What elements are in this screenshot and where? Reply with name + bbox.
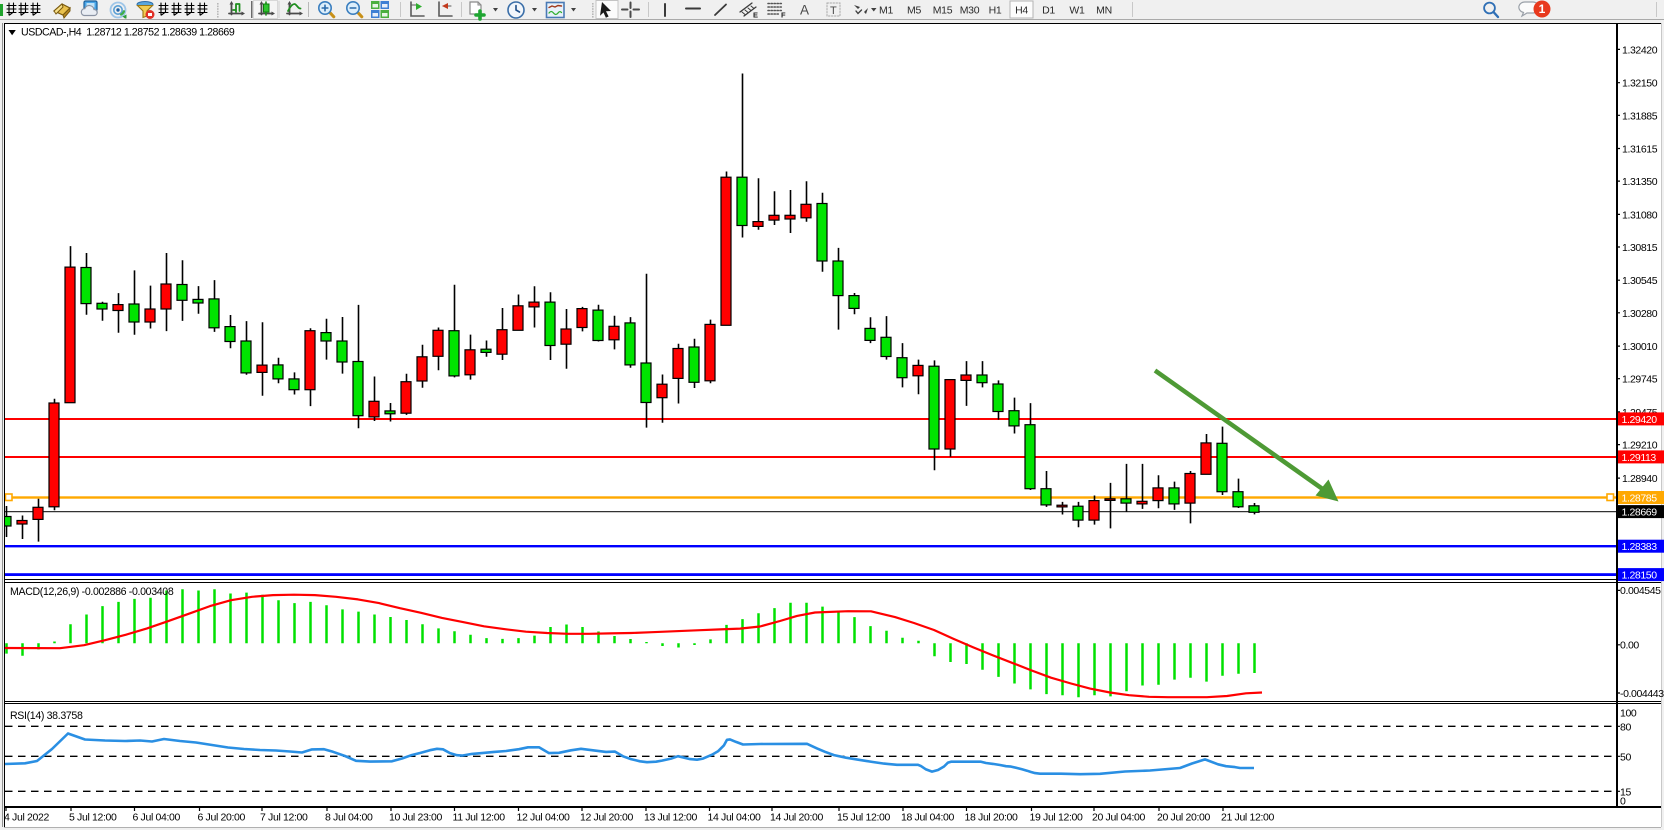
svg-text:1.31885: 1.31885 — [1622, 110, 1658, 122]
svg-text:50: 50 — [1620, 751, 1631, 763]
svg-text:H4: H4 — [1015, 5, 1028, 17]
svg-text:MACD(12,26,9) -0.002886 -0.003: MACD(12,26,9) -0.002886 -0.003408 — [10, 586, 174, 598]
svg-text:21 Jul 12:00: 21 Jul 12:00 — [1221, 812, 1275, 824]
svg-text:M1: M1 — [879, 5, 893, 17]
svg-text:11 Jul 12:00: 11 Jul 12:00 — [453, 812, 506, 824]
svg-text:-0.004443: -0.004443 — [1620, 688, 1664, 700]
svg-text:1.30815: 1.30815 — [1622, 242, 1658, 254]
svg-text:MN: MN — [1096, 5, 1112, 17]
svg-text:20 Jul 04:00: 20 Jul 04:00 — [1092, 812, 1146, 824]
svg-text:F: F — [781, 11, 786, 20]
svg-text:6 Jul 20:00: 6 Jul 20:00 — [198, 812, 246, 824]
svg-text:E: E — [753, 11, 758, 20]
svg-text:1.29113: 1.29113 — [1622, 452, 1657, 464]
svg-text:USDCAD-,H4 1.28712 1.28752 1.: USDCAD-,H4 1.28712 1.28752 1.28639 1.286… — [21, 27, 235, 39]
svg-text:T: T — [830, 5, 837, 17]
svg-text:19 Jul 12:00: 19 Jul 12:00 — [1030, 812, 1084, 824]
svg-text:15: 15 — [1620, 786, 1631, 798]
svg-text:1.28383: 1.28383 — [1622, 541, 1658, 553]
svg-text:4 Jul 2022: 4 Jul 2022 — [4, 812, 49, 824]
svg-text:1.28669: 1.28669 — [1622, 507, 1658, 519]
svg-text:M15: M15 — [933, 5, 953, 17]
svg-text:18 Jul 04:00: 18 Jul 04:00 — [901, 812, 955, 824]
svg-text:12 Jul 20:00: 12 Jul 20:00 — [580, 812, 634, 824]
svg-text:A: A — [800, 3, 809, 18]
svg-text:1.32420: 1.32420 — [1622, 44, 1658, 56]
svg-text:1.31615: 1.31615 — [1622, 144, 1658, 156]
svg-text:14 Jul 20:00: 14 Jul 20:00 — [770, 812, 824, 824]
svg-text:100: 100 — [1620, 708, 1637, 720]
svg-text:0.004545: 0.004545 — [1620, 585, 1661, 597]
svg-text:D1: D1 — [1042, 5, 1055, 17]
svg-text:6 Jul 04:00: 6 Jul 04:00 — [133, 812, 181, 824]
svg-text:5 Jul 12:00: 5 Jul 12:00 — [69, 812, 117, 824]
svg-text:1.29745: 1.29745 — [1622, 374, 1658, 386]
svg-text:M30: M30 — [960, 5, 980, 17]
svg-text:1.30545: 1.30545 — [1622, 275, 1658, 287]
svg-text:80: 80 — [1620, 722, 1631, 734]
svg-text:13 Jul 12:00: 13 Jul 12:00 — [644, 812, 698, 824]
svg-text:1.32150: 1.32150 — [1622, 78, 1658, 90]
svg-text:1.30010: 1.30010 — [1622, 341, 1658, 353]
svg-text:0.00: 0.00 — [1620, 640, 1639, 652]
svg-text:20 Jul 20:00: 20 Jul 20:00 — [1157, 812, 1211, 824]
svg-text:1.28785: 1.28785 — [1622, 493, 1658, 505]
svg-text:1.28940: 1.28940 — [1622, 473, 1658, 485]
svg-text:H1: H1 — [989, 5, 1002, 17]
svg-text:14 Jul 04:00: 14 Jul 04:00 — [708, 812, 762, 824]
svg-text:W1: W1 — [1069, 5, 1085, 17]
svg-text:0: 0 — [1620, 796, 1626, 808]
svg-text:1: 1 — [1539, 2, 1546, 16]
svg-text:10 Jul 23:00: 10 Jul 23:00 — [389, 812, 443, 824]
svg-text:8 Jul 04:00: 8 Jul 04:00 — [325, 812, 373, 824]
svg-text:1.29420: 1.29420 — [1622, 414, 1658, 426]
svg-text:M5: M5 — [907, 5, 921, 17]
svg-text:1.29210: 1.29210 — [1622, 440, 1658, 452]
svg-text:RSI(14) 38.3758: RSI(14) 38.3758 — [10, 710, 83, 722]
svg-text:18 Jul 20:00: 18 Jul 20:00 — [965, 812, 1019, 824]
svg-text:12 Jul 04:00: 12 Jul 04:00 — [517, 812, 571, 824]
svg-text:1.31350: 1.31350 — [1622, 176, 1658, 188]
svg-text:7 Jul 12:00: 7 Jul 12:00 — [260, 812, 308, 824]
svg-text:1.28150: 1.28150 — [1622, 570, 1658, 582]
svg-text:15 Jul 12:00: 15 Jul 12:00 — [837, 812, 891, 824]
svg-text:1.31080: 1.31080 — [1622, 209, 1658, 221]
svg-text:1.30280: 1.30280 — [1622, 308, 1658, 320]
